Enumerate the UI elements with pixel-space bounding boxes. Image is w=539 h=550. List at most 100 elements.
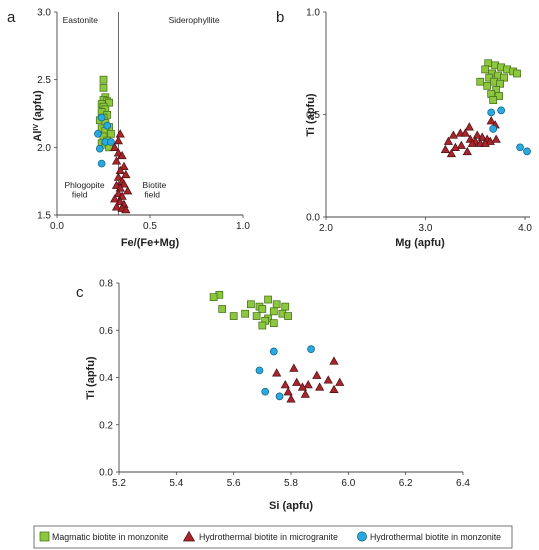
legend-circle-marker <box>357 531 367 542</box>
panel-b-y-tick-label: 0.5 <box>306 110 320 121</box>
panel-a-triangle-point <box>110 142 120 152</box>
panel-a-triangle-point <box>113 172 123 181</box>
panel-c-square-point <box>269 319 278 328</box>
panel-c-y-tick-label: 0.6 <box>99 326 113 337</box>
panel-b-x-tick-label: 3.0 <box>419 223 433 234</box>
panel-b: b 2.0 3.0 4.0 0.0 0.5 1.0 Mg (apfu) Ti (apfu) <box>276 8 532 250</box>
panel-c-square-point <box>247 300 255 309</box>
panel-c-triangle-point <box>300 389 310 398</box>
panel-c: c 5.2 5.4 5.6 5.8 6.0 6.2 6.4 0.0 0.2 0.4 0.6 0.8 S… <box>76 279 470 513</box>
panel-c-triangle-point <box>297 382 308 391</box>
panel-b-circle-point <box>523 147 531 156</box>
panel-b-letter: b <box>276 9 284 26</box>
panel-b-triangle-point <box>446 148 456 158</box>
panel-a-triangle-point <box>115 165 125 175</box>
annotation-siderophyllite: Siderophyllite <box>169 15 220 25</box>
panel-c-x-tick-label: 5.4 <box>169 478 183 489</box>
panel-c-triangle-point <box>329 356 339 365</box>
panel-b-triangle-point <box>464 122 474 131</box>
panel-a-triangle-point <box>117 150 127 160</box>
panel-a-triangle-point <box>121 169 131 179</box>
annotation-biotite-field: field <box>144 189 160 199</box>
panel-c-x-tick-label: 6.0 <box>341 478 355 489</box>
panel-a-triangle-point <box>119 161 129 170</box>
panel-a-triangle-point <box>121 205 131 214</box>
panel-a-triangle-point <box>123 186 133 195</box>
panel-c-circle-point <box>307 345 315 353</box>
panel-c-circle-point <box>255 366 264 375</box>
panel-c-triangle-point <box>335 377 345 386</box>
panel-b-square-point <box>485 73 494 82</box>
annotation-phlogopite-field: field <box>72 189 88 199</box>
panel-c-x-axis-label: Si (apfu) <box>269 500 313 512</box>
panel-c-x-tick-label: 6.4 <box>456 478 470 489</box>
panel-c-y-tick-label: 0.8 <box>99 279 113 290</box>
panel-a-y-axis-label-main: Al <box>32 131 44 142</box>
panel-a-x-tick-label: 0.5 <box>143 221 157 232</box>
panel-a-y-axis-label-sup: IV <box>33 124 40 131</box>
panel-a-square-point <box>107 129 115 138</box>
panel-c-triangle-point <box>315 382 325 391</box>
panel-c-y-tick-label: 0.0 <box>99 468 113 479</box>
legend-label-magmatic-monzonite: Magmatic biotite in monzonite <box>52 532 168 542</box>
panel-a-circle-point <box>107 138 115 146</box>
panel-c-circle-point <box>261 387 270 396</box>
panel-a-triangle-point <box>111 202 122 211</box>
panel-b-circle-point <box>516 143 524 152</box>
panel-a-triangle-point <box>119 179 129 188</box>
panel-b-square-point <box>483 81 492 90</box>
panel-c-triangle-point <box>323 375 333 384</box>
panel-c-square-point <box>258 321 267 330</box>
panel-c-y-tick-label: 0.2 <box>99 420 113 431</box>
panel-c-triangle-point <box>312 370 322 379</box>
panel-b-x-tick-label: 4.0 <box>518 223 532 234</box>
panel-b-triangle-point <box>477 132 487 141</box>
panel-b-circle-point <box>497 106 505 115</box>
panel-c-triangle-point <box>286 394 296 403</box>
panel-c-square-point <box>218 305 227 313</box>
panel-c-square-point <box>252 312 261 320</box>
panel-b-square-point <box>489 96 498 105</box>
legend-triangle-marker <box>182 530 196 542</box>
panel-b-triangle-point <box>480 138 490 147</box>
panel-c-square-point <box>281 302 290 311</box>
panel-b-square-point <box>513 69 521 78</box>
panel-c-square-point <box>264 295 272 304</box>
legend-square-marker <box>39 531 50 542</box>
panel-b-y-tick-label: 1.0 <box>306 8 320 19</box>
panel-c-triangle-point <box>329 384 339 393</box>
panel-c-square-point <box>258 305 267 313</box>
panel-a-circle-point <box>103 121 112 130</box>
panel-b-triangle-point <box>460 128 470 137</box>
panel-b-square-point <box>496 79 504 88</box>
panel-a-y-axis-label: AlIV (apfu) <box>32 90 44 142</box>
panel-b-triangle-point <box>472 130 482 139</box>
panel-a-plot: 0.0 0.5 1.0 1.5 2.0 2.5 3.0 <box>37 8 250 233</box>
panel-c-circle-point <box>269 347 278 356</box>
panel-c-circle-point <box>275 392 284 401</box>
panel-c-x-tick-label: 5.6 <box>227 478 241 489</box>
panel-b-square-point <box>481 65 490 74</box>
panel-a-y-tick-label: 2.5 <box>37 75 51 86</box>
panel-b-square-point <box>495 92 504 100</box>
panel-b-square-point <box>476 77 485 86</box>
panel-a-y-tick-label: 2.0 <box>37 143 51 154</box>
legend: Magmatic biotite in monzonite Hydrotherm… <box>33 525 513 549</box>
panel-b-triangle-point <box>491 134 501 143</box>
panel-b-triangle-point <box>486 116 496 125</box>
panel-a-circle-point <box>97 159 106 168</box>
annotation-biotite: Biotite <box>143 180 167 190</box>
panel-c-square-point <box>229 312 238 320</box>
panel-b-circle-point <box>487 108 496 117</box>
panel-c-x-tick-label: 6.2 <box>399 478 413 489</box>
legend-label-hydrothermal-monzonite: Hydrothermal biotite in monzonite <box>370 532 501 542</box>
panel-c-letter: c <box>76 284 84 301</box>
panel-a: a 0.0 0.5 1.0 1.5 2.0 2.5 3.0 Fe/(Fe+Mg) AlIV … <box>7 8 250 250</box>
legend-label-hydrothermal-microgranite: Hydrothermal biotite in microgranite <box>199 532 338 542</box>
panel-b-x-tick-label: 2.0 <box>319 223 333 234</box>
panel-a-x-axis-label: Fe/(Fe+Mg) <box>121 237 180 249</box>
panel-c-square-point <box>272 300 281 309</box>
annotation-phlogopite: Phlogopite <box>64 180 104 190</box>
panel-c-triangle-point <box>283 387 293 396</box>
